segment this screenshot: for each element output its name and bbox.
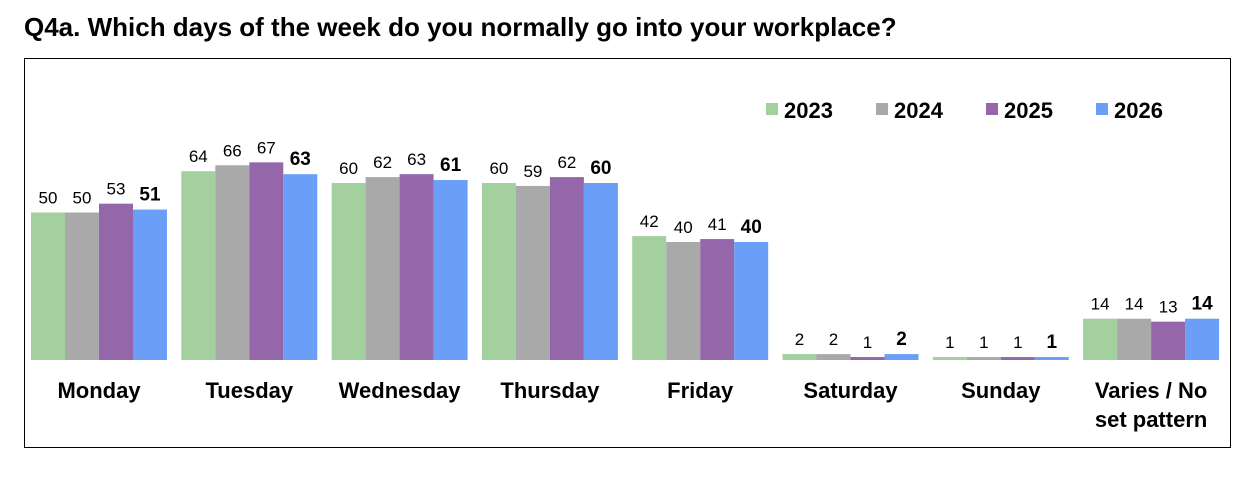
- legend-label-2025: 2025: [1004, 98, 1053, 123]
- chart-title: Q4a. Which days of the week do you norma…: [24, 12, 897, 42]
- legend-swatch-2024: [876, 103, 888, 115]
- bar-2025-0: [99, 203, 133, 360]
- legend-swatch-2023: [766, 103, 778, 115]
- bar-2023-4: [632, 236, 667, 360]
- data-label-2025-7: 13: [1159, 298, 1178, 317]
- bar-2025-2: [399, 174, 434, 360]
- bar-2024-5: [816, 354, 851, 360]
- bar-2024-2: [365, 177, 400, 360]
- bar-2026-1: [283, 174, 318, 360]
- data-label-2023-4: 42: [640, 212, 659, 231]
- category-label-4: Friday: [667, 378, 734, 403]
- data-label-2023-5: 2: [795, 330, 804, 349]
- data-label-2024-1: 66: [223, 141, 242, 160]
- bar-2023-5: [782, 354, 817, 360]
- bar-2023-6: [932, 357, 967, 360]
- legend-label-2023: 2023: [784, 98, 833, 123]
- category-label-7: Varies / No: [1095, 378, 1208, 403]
- legend-swatch-2026: [1096, 103, 1108, 115]
- bar-2026-0: [133, 209, 167, 360]
- data-label-2026-1: 63: [290, 149, 311, 170]
- bar-2024-3: [515, 185, 550, 360]
- data-label-2023-7: 14: [1091, 295, 1110, 314]
- data-label-2025-4: 41: [708, 215, 727, 234]
- bar-2026-7: [1185, 318, 1220, 360]
- bar-2025-5: [850, 357, 885, 360]
- data-label-2026-5: 2: [896, 329, 907, 350]
- data-label-2024-4: 40: [674, 218, 693, 237]
- bar-2023-3: [481, 183, 516, 360]
- legend-swatch-2025: [986, 103, 998, 115]
- legend-label-2024: 2024: [894, 98, 944, 123]
- data-label-2025-0: 53: [107, 180, 126, 199]
- bar-2026-5: [884, 354, 919, 360]
- data-label-2026-3: 60: [590, 158, 611, 179]
- data-label-2023-3: 60: [489, 159, 508, 178]
- bar-2024-4: [666, 242, 701, 360]
- data-label-2023-6: 1: [945, 333, 954, 352]
- category-label-2: Wednesday: [339, 378, 462, 403]
- bar-2024-0: [65, 212, 99, 360]
- bar-2024-7: [1117, 318, 1152, 360]
- data-label-2026-7: 14: [1192, 294, 1214, 315]
- data-label-2023-2: 60: [339, 159, 358, 178]
- bar-2026-4: [734, 242, 769, 360]
- bar-2025-6: [1000, 357, 1035, 360]
- data-label-2026-2: 61: [440, 155, 462, 176]
- category-label-5: Saturday: [803, 378, 898, 403]
- data-label-2025-3: 62: [557, 153, 576, 172]
- bar-2026-2: [433, 180, 468, 360]
- data-label-2025-5: 1: [863, 333, 872, 352]
- data-label-2023-0: 50: [39, 189, 58, 208]
- category-label-6: Sunday: [961, 378, 1041, 403]
- data-label-2024-2: 62: [373, 153, 392, 172]
- bar-2026-6: [1034, 357, 1069, 360]
- data-label-2026-0: 51: [139, 185, 161, 206]
- category-label-0: Monday: [57, 378, 141, 403]
- data-label-2024-5: 2: [829, 330, 838, 349]
- bar-2023-0: [31, 212, 65, 360]
- category-label-7: set pattern: [1095, 407, 1207, 432]
- data-label-2026-6: 1: [1047, 332, 1058, 353]
- data-label-2024-0: 50: [73, 189, 92, 208]
- plot-frame: [24, 58, 1231, 448]
- bar-2023-7: [1083, 318, 1118, 360]
- bar-2026-3: [583, 183, 618, 360]
- bar-2025-4: [700, 239, 735, 360]
- data-label-2024-6: 1: [979, 333, 988, 352]
- category-label-1: Tuesday: [205, 378, 293, 403]
- legend-label-2026: 2026: [1114, 98, 1163, 123]
- data-label-2024-3: 59: [523, 162, 542, 181]
- bar-2025-1: [249, 162, 284, 360]
- data-label-2024-7: 14: [1125, 295, 1144, 314]
- data-label-2025-1: 67: [257, 138, 276, 157]
- bar-2024-6: [966, 357, 1001, 360]
- data-label-2025-6: 1: [1013, 333, 1022, 352]
- category-label-3: Thursday: [500, 378, 600, 403]
- bar-2024-1: [215, 165, 250, 360]
- data-label-2025-2: 63: [407, 150, 426, 169]
- bar-2025-3: [549, 177, 584, 360]
- bar-2025-7: [1151, 321, 1186, 360]
- data-label-2023-1: 64: [189, 147, 208, 166]
- bar-2023-1: [181, 171, 216, 360]
- data-label-2026-4: 40: [741, 217, 762, 238]
- bar-2023-2: [331, 183, 366, 360]
